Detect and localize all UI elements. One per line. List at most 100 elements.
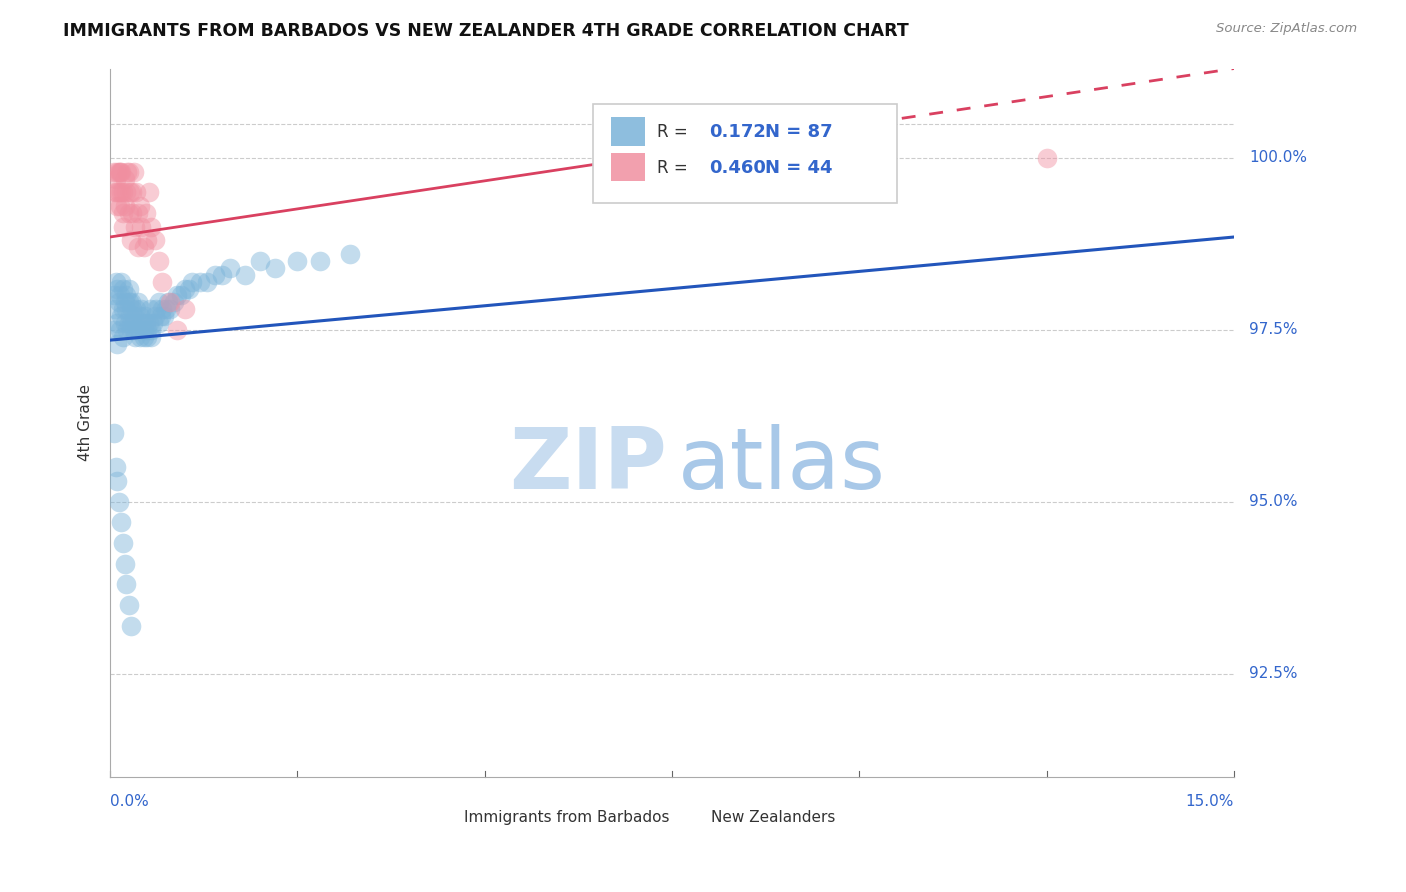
Point <box>218 260 240 275</box>
Point <box>112 219 135 234</box>
Point <box>233 268 256 282</box>
Text: N = 44: N = 44 <box>765 159 832 177</box>
Point <box>1035 151 1057 165</box>
Text: 0.0%: 0.0% <box>110 794 149 809</box>
Point <box>138 186 160 200</box>
Point <box>152 275 174 289</box>
Point <box>111 302 134 317</box>
Point <box>159 302 181 317</box>
Point <box>173 282 195 296</box>
Point <box>124 219 146 234</box>
Point <box>105 316 128 330</box>
Point <box>110 516 132 530</box>
Y-axis label: 4th Grade: 4th Grade <box>79 384 93 461</box>
Point <box>170 288 193 302</box>
Point <box>111 206 134 220</box>
Text: IMMIGRANTS FROM BARBADOS VS NEW ZEALANDER 4TH GRADE CORRELATION CHART: IMMIGRANTS FROM BARBADOS VS NEW ZEALANDE… <box>63 22 910 40</box>
Point <box>107 336 129 351</box>
Point <box>136 329 159 343</box>
Point <box>103 288 125 302</box>
FancyBboxPatch shape <box>429 805 456 827</box>
Point <box>107 282 129 296</box>
Point <box>110 309 132 323</box>
Point <box>103 425 125 440</box>
Point <box>112 282 135 296</box>
Point <box>115 577 138 591</box>
Point <box>112 329 135 343</box>
Text: 100.0%: 100.0% <box>1249 151 1308 165</box>
Point <box>135 206 157 220</box>
Point <box>121 316 143 330</box>
Point <box>120 618 142 632</box>
Point <box>138 316 160 330</box>
Point <box>104 186 127 200</box>
Point <box>177 282 200 296</box>
Point <box>118 316 141 330</box>
Point <box>104 302 127 317</box>
Point <box>136 234 159 248</box>
Point <box>112 186 135 200</box>
Text: 92.5%: 92.5% <box>1249 666 1298 681</box>
Point <box>249 254 271 268</box>
Point <box>120 295 142 310</box>
Point <box>122 323 145 337</box>
Point <box>204 268 226 282</box>
Point <box>138 302 160 317</box>
Point <box>120 323 142 337</box>
Point <box>157 295 180 310</box>
Point <box>114 316 136 330</box>
Point <box>188 275 211 289</box>
Point <box>115 186 138 200</box>
Point <box>110 275 132 289</box>
Text: R =: R = <box>658 159 693 177</box>
Point <box>108 295 131 310</box>
Text: 0.172: 0.172 <box>709 123 766 141</box>
Point <box>125 316 148 330</box>
Text: 0.460: 0.460 <box>709 159 766 177</box>
Point <box>115 302 138 317</box>
Text: 95.0%: 95.0% <box>1249 494 1298 509</box>
Point <box>118 206 141 220</box>
Text: Source: ZipAtlas.com: Source: ZipAtlas.com <box>1216 22 1357 36</box>
Point <box>143 234 166 248</box>
Point <box>122 309 145 323</box>
Point <box>120 309 142 323</box>
Point <box>129 309 152 323</box>
Point <box>149 309 172 323</box>
Point <box>118 282 141 296</box>
Point <box>173 302 195 317</box>
Point <box>125 186 148 200</box>
Point <box>124 329 146 343</box>
Point <box>148 295 170 310</box>
Point <box>166 288 188 302</box>
Point <box>115 323 138 337</box>
Point <box>129 329 152 343</box>
Point <box>108 288 131 302</box>
Point <box>263 260 285 275</box>
Text: Immigrants from Barbados: Immigrants from Barbados <box>464 810 669 825</box>
Point <box>118 164 141 178</box>
Point <box>110 164 132 178</box>
Point <box>121 206 143 220</box>
Point <box>125 302 148 317</box>
FancyBboxPatch shape <box>612 153 645 181</box>
Point <box>148 316 170 330</box>
Point <box>131 302 153 317</box>
Point <box>195 275 218 289</box>
Point <box>108 495 131 509</box>
Text: R =: R = <box>658 123 693 141</box>
Point <box>103 164 125 178</box>
FancyBboxPatch shape <box>612 118 645 145</box>
Point <box>153 309 176 323</box>
Point <box>118 598 141 612</box>
Point <box>152 302 174 317</box>
Point <box>142 316 165 330</box>
Point <box>108 323 131 337</box>
Point <box>107 186 129 200</box>
Point <box>132 240 155 254</box>
Point <box>155 302 177 317</box>
Point <box>104 275 127 289</box>
Point <box>166 323 188 337</box>
Point <box>110 164 132 178</box>
Point <box>308 254 330 268</box>
